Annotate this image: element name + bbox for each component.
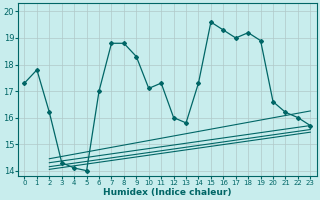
X-axis label: Humidex (Indice chaleur): Humidex (Indice chaleur) xyxy=(103,188,232,197)
